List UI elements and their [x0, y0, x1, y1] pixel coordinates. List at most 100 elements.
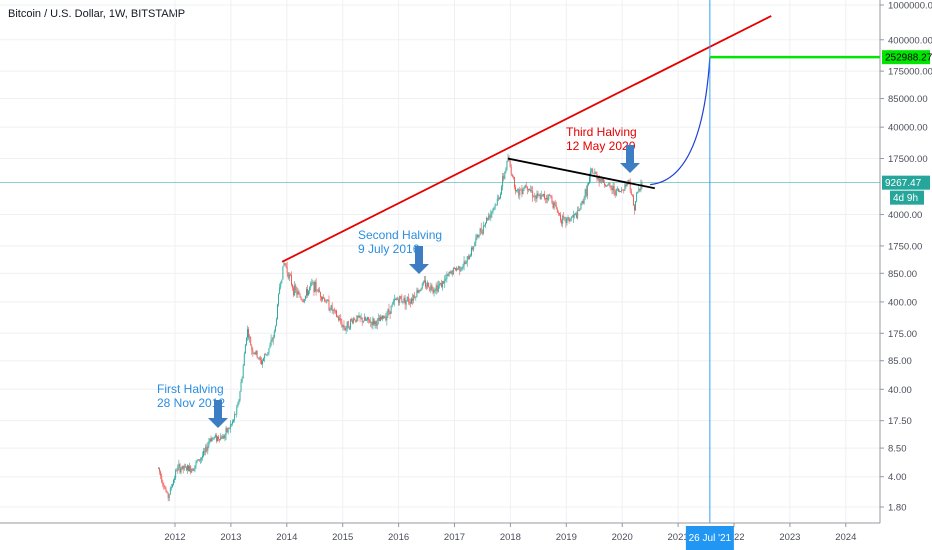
candle-body	[457, 268, 459, 270]
candle-body	[599, 178, 601, 182]
candle-body	[419, 290, 421, 291]
candle-body	[366, 319, 367, 321]
candle-body	[364, 317, 366, 321]
candle-body	[178, 464, 180, 467]
candle-body	[233, 419, 235, 422]
candle-body	[505, 169, 507, 173]
candle-body	[553, 202, 555, 208]
time-tick-label: 2015	[332, 532, 353, 543]
candle-body	[263, 358, 265, 361]
candle-body	[587, 182, 589, 186]
candle-body	[342, 325, 344, 327]
candle-body	[494, 204, 496, 208]
candle-body	[524, 185, 526, 189]
candle-body	[627, 179, 629, 183]
candle-body	[476, 234, 478, 238]
candle-body	[385, 316, 387, 321]
candle-body	[570, 217, 572, 219]
time-tick-label: 2021	[668, 532, 689, 543]
candle-body	[361, 317, 363, 323]
candle-body	[523, 188, 525, 190]
candle-body	[640, 183, 642, 191]
candle-body	[183, 465, 185, 470]
candle-body	[359, 315, 361, 318]
candle-body	[555, 204, 557, 210]
candle-body	[629, 181, 631, 192]
candle-body	[535, 195, 537, 199]
candle-body	[437, 285, 439, 292]
candle-body	[598, 178, 600, 182]
candle-body	[230, 423, 232, 425]
candle-body	[268, 348, 270, 353]
candle-body	[223, 435, 225, 439]
candle-body	[250, 337, 252, 346]
candle-body	[617, 188, 619, 192]
candle-body	[306, 289, 307, 296]
candle-body	[327, 299, 329, 301]
candle-body	[315, 281, 317, 291]
candle-body	[466, 256, 468, 262]
candle-body	[423, 280, 425, 283]
candle-body	[188, 465, 189, 472]
candle-body	[194, 465, 196, 470]
candle-body	[258, 357, 260, 359]
candle-body	[339, 318, 341, 321]
candle-body	[429, 287, 431, 291]
candle-body	[190, 466, 192, 473]
price-tick-label: 400000.00	[888, 35, 932, 46]
candle-body	[492, 209, 494, 212]
candle-body	[486, 217, 488, 223]
candle-body	[401, 299, 403, 303]
candle-body	[412, 298, 414, 301]
candle-body	[576, 213, 578, 218]
candle-body	[273, 331, 275, 338]
candle-body	[447, 274, 449, 276]
candle-body	[210, 438, 212, 442]
candle-body	[189, 466, 191, 472]
candle-body	[331, 305, 333, 311]
candle-body	[267, 352, 269, 354]
candle-body	[474, 242, 476, 247]
candle-body	[287, 272, 289, 279]
candle-body	[421, 283, 423, 289]
candle-body	[294, 285, 296, 295]
candle-body	[536, 193, 538, 199]
candle-body	[574, 214, 575, 216]
candle-body	[621, 189, 623, 192]
candle-body	[430, 285, 432, 291]
candle-body	[383, 315, 385, 319]
candle-body	[539, 195, 541, 199]
candle-body	[637, 192, 639, 194]
candle-body	[540, 194, 542, 199]
candle-body	[397, 298, 399, 300]
candle-body	[522, 188, 524, 195]
candle-body	[515, 187, 516, 192]
candle-body	[185, 467, 187, 471]
candle-body	[491, 211, 493, 213]
candle-body	[346, 321, 348, 328]
candle-body	[428, 282, 430, 288]
candle-body	[521, 189, 523, 195]
candle-body	[616, 188, 618, 190]
candle-body	[197, 459, 199, 461]
candle-body	[207, 445, 209, 451]
candle-body	[578, 210, 580, 211]
candle-body	[591, 169, 593, 171]
candle-body	[446, 274, 448, 279]
candle-body	[165, 488, 167, 492]
candle-body	[253, 352, 255, 354]
candle-body	[546, 197, 548, 200]
candle-body	[608, 183, 610, 185]
candle-body	[277, 304, 278, 320]
candle-body	[597, 178, 599, 180]
candle-body	[556, 209, 558, 213]
candle-body	[251, 345, 253, 351]
candle-body	[584, 189, 586, 198]
candle-body	[195, 461, 197, 466]
time-tick-label: 2018	[500, 532, 521, 543]
candle-body	[379, 316, 381, 322]
candle-body	[191, 468, 193, 473]
candle-body	[434, 290, 436, 292]
candle-body	[426, 286, 427, 288]
